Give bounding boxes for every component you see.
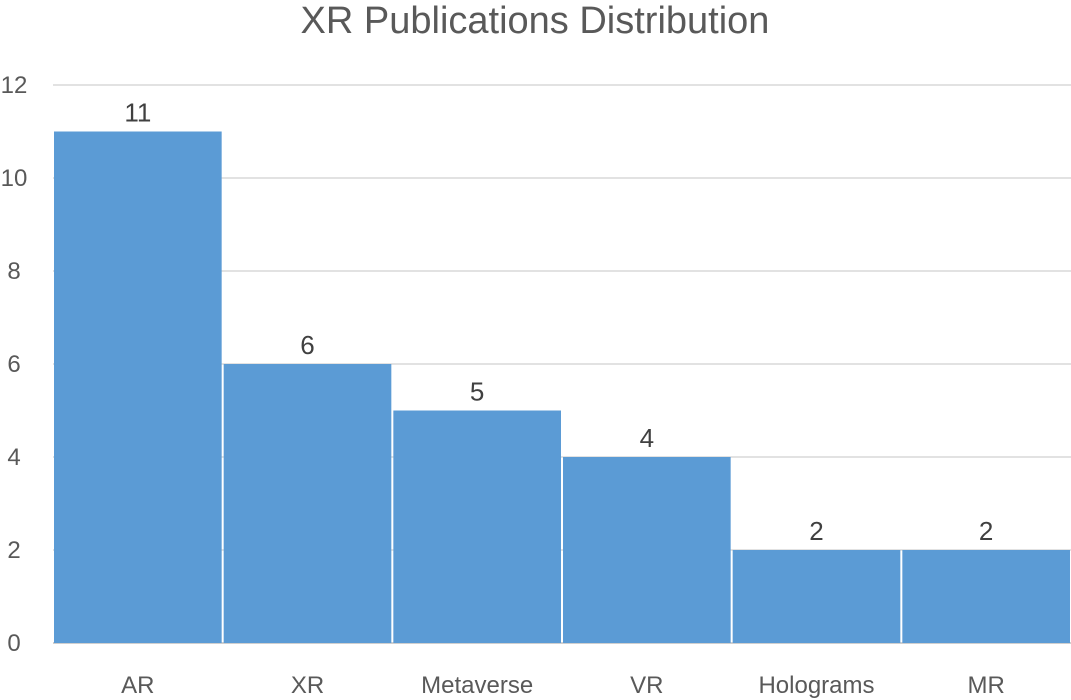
gridlines: [53, 84, 1071, 644]
y-tick-label: 4: [7, 444, 20, 471]
x-axis-categories: AR XR Metaverse VR Holograms MR: [121, 672, 1005, 699]
x-category-label: MR: [968, 672, 1005, 699]
x-category-label: Holograms: [758, 672, 874, 699]
x-category-label: Metaverse: [421, 672, 533, 699]
x-category-label: XR: [291, 672, 324, 699]
data-label: 2: [979, 516, 993, 546]
y-tick-label: 12: [1, 72, 28, 99]
bar-holograms: [732, 550, 901, 643]
data-label: 6: [300, 330, 314, 360]
y-tick-label: 10: [1, 165, 28, 192]
y-tick-label: 2: [7, 537, 20, 564]
y-tick-label: 0: [7, 630, 20, 657]
y-tick-label: 8: [7, 258, 20, 285]
y-axis-ticks: 0 2 4 6 8 10 12: [1, 72, 28, 657]
bars: [54, 131, 1070, 643]
data-label: 2: [809, 516, 823, 546]
x-category-label: VR: [630, 672, 663, 699]
data-label: 5: [470, 377, 484, 407]
chart-title: XR Publications Distribution: [301, 0, 770, 42]
data-label: 4: [640, 423, 654, 453]
data-labels: 11 6 5 4 2 2: [124, 98, 993, 547]
y-tick-label: 6: [7, 351, 20, 378]
bar-metaverse: [393, 410, 561, 643]
bar-xr: [223, 364, 392, 643]
bar-mr: [902, 550, 1070, 643]
bar-ar: [54, 131, 222, 643]
x-category-label: AR: [121, 672, 154, 699]
bar-vr: [563, 457, 731, 643]
data-label: 11: [124, 98, 151, 128]
